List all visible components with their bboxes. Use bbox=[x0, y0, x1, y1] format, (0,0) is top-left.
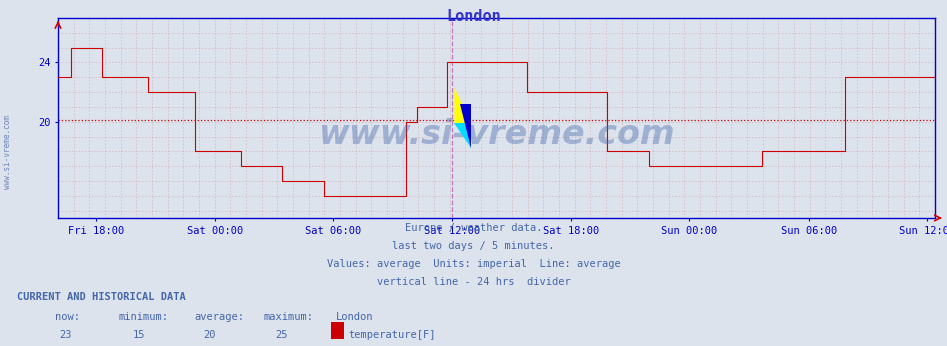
Text: www.si-vreme.com: www.si-vreme.com bbox=[3, 115, 12, 189]
Text: Values: average  Units: imperial  Line: average: Values: average Units: imperial Line: av… bbox=[327, 259, 620, 269]
Text: 20: 20 bbox=[204, 330, 216, 340]
Text: London: London bbox=[446, 9, 501, 24]
Polygon shape bbox=[455, 123, 471, 148]
Text: London: London bbox=[336, 312, 374, 322]
Text: average:: average: bbox=[194, 312, 244, 322]
Text: 23: 23 bbox=[60, 330, 72, 340]
Text: 15: 15 bbox=[133, 330, 145, 340]
Text: 25: 25 bbox=[276, 330, 288, 340]
Text: minimum:: minimum: bbox=[118, 312, 169, 322]
Text: temperature[F]: temperature[F] bbox=[348, 330, 436, 340]
Polygon shape bbox=[455, 88, 471, 123]
Text: Europe / weather data.: Europe / weather data. bbox=[404, 223, 543, 233]
Text: now:: now: bbox=[55, 312, 80, 322]
Text: CURRENT AND HISTORICAL DATA: CURRENT AND HISTORICAL DATA bbox=[17, 292, 186, 302]
Text: last two days / 5 minutes.: last two days / 5 minutes. bbox=[392, 241, 555, 251]
Polygon shape bbox=[459, 104, 471, 148]
Text: vertical line - 24 hrs  divider: vertical line - 24 hrs divider bbox=[377, 277, 570, 287]
Text: www.si-vreme.com: www.si-vreme.com bbox=[318, 118, 675, 151]
Text: maximum:: maximum: bbox=[263, 312, 313, 322]
